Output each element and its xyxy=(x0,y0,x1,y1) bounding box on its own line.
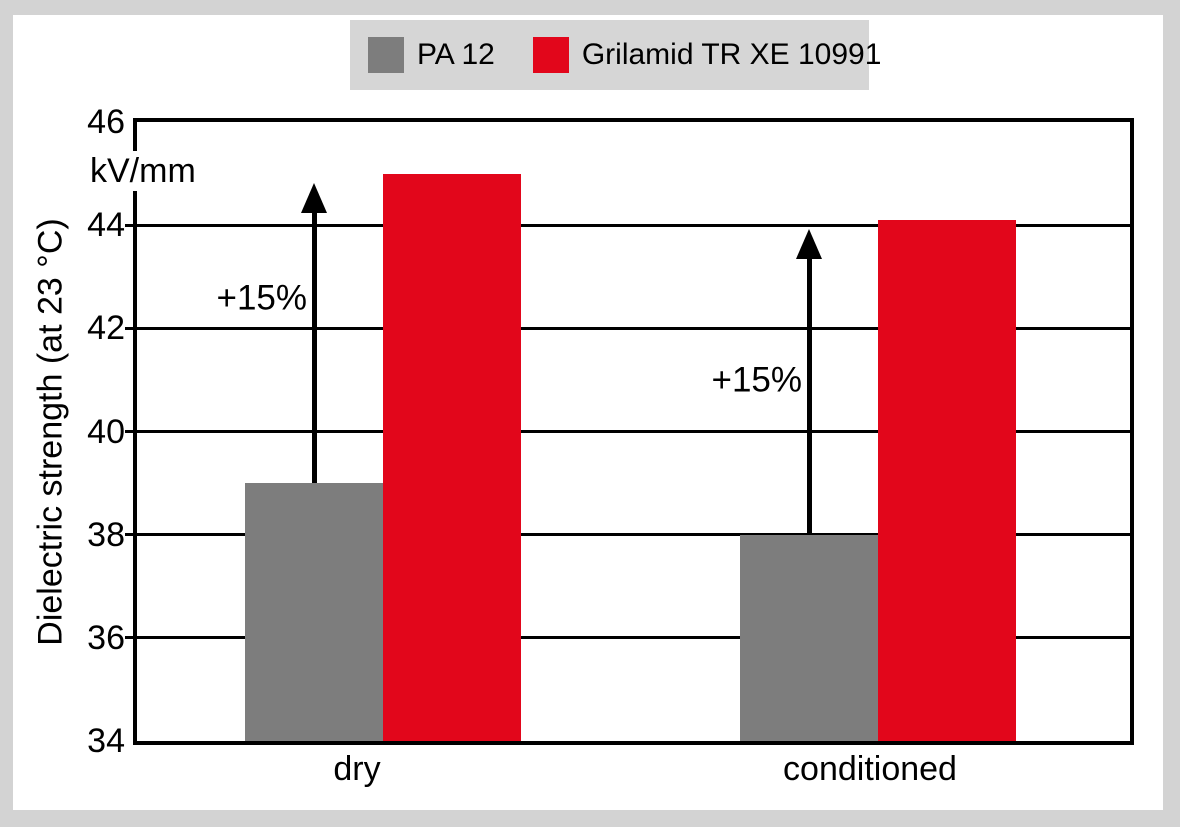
x-label-conditioned: conditioned xyxy=(783,750,957,788)
y-tick-label-44: 44 xyxy=(87,206,125,245)
legend-item-pa12: PA 12 xyxy=(368,37,495,73)
y-tick-label-46: 46 xyxy=(87,103,125,141)
legend-item-grilamid: Grilamid TR XE 10991 xyxy=(532,37,882,73)
y-tick-38 xyxy=(125,533,133,537)
y-tick-label-42: 42 xyxy=(87,309,125,348)
y-axis-unit-label: kV/mm xyxy=(90,151,204,191)
legend: PA 12 Grilamid TR XE 10991 xyxy=(350,20,881,90)
gridline-38 xyxy=(137,533,1130,537)
gridline-44 xyxy=(137,223,1130,227)
increase-arrow-head-dry xyxy=(301,182,327,213)
increase-label-conditioned: +15% xyxy=(711,360,803,400)
increase-label-dry: +15% xyxy=(216,278,308,318)
gridline-42 xyxy=(137,326,1130,330)
y-tick-label-34: 34 xyxy=(87,722,125,760)
gridline-36 xyxy=(137,636,1130,640)
gridline-40 xyxy=(137,430,1130,433)
plot-area: +15% +15% xyxy=(125,118,1134,745)
y-tick-label-36: 36 xyxy=(87,618,125,657)
bar-pa-12-dry xyxy=(245,483,383,741)
legend-label-grilamid: Grilamid TR XE 10991 xyxy=(581,38,882,71)
y-tick-44 xyxy=(125,223,133,227)
bar-grilamid-tr-xe-10991-conditioned xyxy=(878,220,1016,741)
chart-card: PA 12 Grilamid TR XE 10991 Dielectric st… xyxy=(13,15,1163,810)
pa12-swatch-icon xyxy=(368,37,404,73)
increase-arrow-dry xyxy=(311,208,317,484)
y-tick-42 xyxy=(125,326,133,330)
y-tick-label-40: 40 xyxy=(87,412,125,451)
grilamid-swatch-icon xyxy=(532,37,569,73)
increase-arrow-head-conditioned xyxy=(796,229,822,259)
bar-grilamid-tr-xe-10991-dry xyxy=(383,173,521,741)
x-label-dry: dry xyxy=(333,750,381,788)
y-tick-36 xyxy=(125,636,133,640)
y-tick-label-38: 38 xyxy=(87,515,125,554)
y-tick-40 xyxy=(125,430,133,433)
legend-label-pa12: PA 12 xyxy=(417,38,495,71)
increase-arrow-conditioned xyxy=(806,255,812,535)
bar-pa-12-conditioned xyxy=(740,534,878,741)
